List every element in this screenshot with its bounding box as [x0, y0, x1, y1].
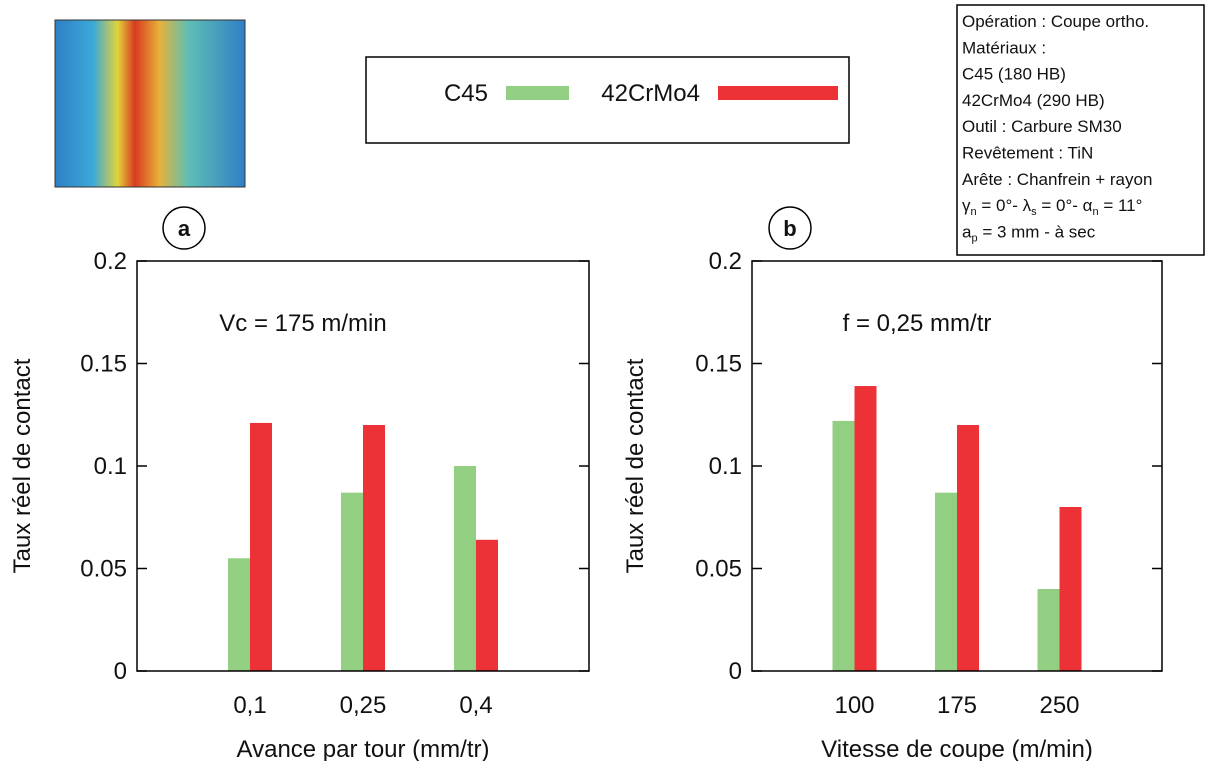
- info-line: Revêtement : TiN: [962, 144, 1093, 163]
- legend-swatch: [506, 86, 569, 100]
- bar: [935, 492, 957, 671]
- x-axis-title: Vitesse de coupe (m/min): [821, 736, 1093, 761]
- info-text: = 3 mm - à sec: [978, 222, 1096, 241]
- x-tick-label: 100: [834, 692, 874, 719]
- info-subscript: p: [971, 232, 977, 244]
- thumbnail-image: [54, 19, 246, 188]
- annotation: f = 0,25 mm/tr: [843, 310, 992, 337]
- info-text: Arête : Chanfrein + rayon: [962, 170, 1152, 189]
- plot-frame: [751, 260, 1163, 672]
- legend-label: 42CrMo4: [601, 80, 700, 107]
- bar: [363, 425, 385, 671]
- info-text: Matériaux :: [962, 38, 1046, 57]
- info-subscript: n: [1092, 206, 1098, 218]
- y-tick-label: 0: [114, 658, 127, 685]
- info-text: = 0°- α: [1037, 196, 1093, 215]
- info-text: Opération : Coupe ortho.: [962, 12, 1149, 31]
- info-line: ap = 3 mm - à sec: [962, 222, 1096, 244]
- bar: [1059, 507, 1082, 671]
- info-text: = 0°- λ: [977, 196, 1032, 215]
- y-axis-title: Taux réel de contact: [9, 358, 36, 573]
- y-tick-label: 0.15: [80, 351, 127, 378]
- info-line: C45 (180 HB): [962, 65, 1066, 84]
- bar: [228, 558, 250, 671]
- info-text: = 11°: [1099, 196, 1143, 215]
- info-box: [956, 4, 1205, 256]
- bar: [1037, 589, 1060, 671]
- legend-label: C45: [444, 80, 488, 107]
- y-tick-label: 0.2: [709, 248, 742, 275]
- bar: [957, 425, 979, 671]
- info-text: C45 (180 HB): [962, 65, 1066, 84]
- info-line: 42CrMo4 (290 HB): [962, 91, 1105, 110]
- y-tick-label: 0.05: [695, 556, 742, 583]
- info-line: γn = 0°- λs = 0°- αn = 11°: [962, 196, 1142, 218]
- panel-label: a: [178, 216, 191, 241]
- bar: [832, 420, 855, 671]
- x-axis-title: Avance par tour (mm/tr): [237, 736, 490, 761]
- x-tick-label: 0,25: [340, 692, 387, 719]
- info-line: Matériaux :: [962, 38, 1046, 57]
- x-tick-label: 250: [1039, 692, 1079, 719]
- info-text: γ: [962, 196, 971, 215]
- bar: [454, 466, 476, 671]
- panel-badge: [768, 206, 812, 250]
- x-tick-label: 0,1: [233, 692, 266, 719]
- panel-label: b: [783, 216, 796, 241]
- y-tick-label: 0.15: [695, 351, 742, 378]
- y-tick-label: 0.2: [94, 248, 127, 275]
- annotation: Vc = 175 m/min: [219, 310, 386, 337]
- y-tick-label: 0.05: [80, 556, 127, 583]
- y-axis-title: Taux réel de contact: [622, 358, 649, 573]
- info-text: 42CrMo4 (290 HB): [962, 91, 1105, 110]
- info-text: a: [962, 222, 972, 241]
- legend-swatch: [718, 86, 838, 100]
- bar: [341, 492, 363, 671]
- bar: [250, 422, 272, 671]
- info-subscript: n: [971, 206, 977, 218]
- y-tick-label: 0.1: [94, 453, 127, 480]
- info-subscript: s: [1031, 206, 1037, 218]
- panel-badge: [162, 206, 206, 250]
- info-line: Opération : Coupe ortho.: [962, 12, 1149, 31]
- info-line: Arête : Chanfrein + rayon: [962, 170, 1152, 189]
- plot-frame: [136, 260, 590, 672]
- y-tick-label: 0: [729, 658, 742, 685]
- info-text: Revêtement : TiN: [962, 144, 1093, 163]
- x-tick-label: 0,4: [459, 692, 492, 719]
- x-tick-label: 175: [937, 692, 977, 719]
- bar: [476, 539, 498, 671]
- bar: [854, 386, 877, 671]
- y-tick-label: 0.1: [709, 453, 742, 480]
- info-text: Outil : Carbure SM30: [962, 117, 1122, 136]
- info-line: Outil : Carbure SM30: [962, 117, 1122, 136]
